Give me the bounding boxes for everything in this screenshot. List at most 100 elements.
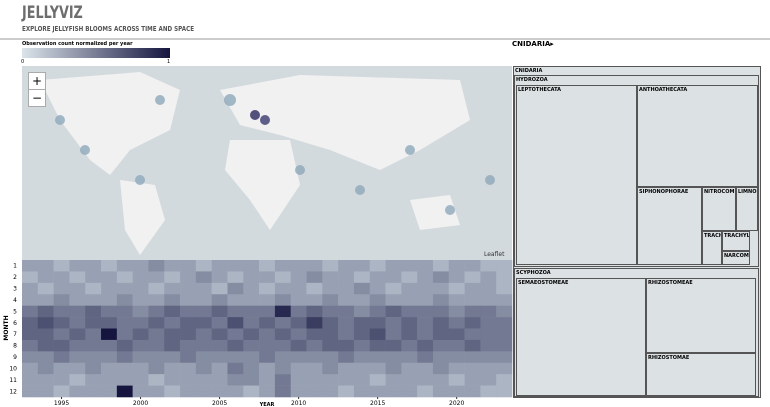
treemap-node[interactable]: ANTHOATHECATA (637, 85, 758, 187)
treemap-node[interactable]: RHIZOSTOMEAE (646, 278, 756, 353)
heatmap-cell (290, 282, 307, 295)
heatmap-cell (464, 374, 481, 386)
heatmap-cell (353, 328, 371, 341)
heatmap-cell (132, 362, 149, 375)
heatmap-cell (116, 328, 133, 341)
y-tick-label: 12 (9, 388, 17, 395)
heatmap-cell (227, 282, 244, 295)
heatmap-cell (464, 260, 481, 272)
heatmap-cell (353, 362, 371, 375)
heatmap-cell (101, 374, 118, 386)
heatmap-cell (401, 328, 418, 341)
heatmap-cell (37, 351, 54, 364)
heatmap-cell (101, 385, 118, 398)
zoom-in[interactable]: + (28, 72, 46, 90)
heatmap-cell (306, 385, 323, 398)
heatmap-cell (385, 328, 402, 341)
heatmap-cell (116, 271, 133, 284)
heatmap-cell (148, 317, 165, 329)
treemap-node[interactable]: RHIZOSTOMAE (646, 353, 756, 396)
heatmap-cell (116, 305, 133, 318)
treemap-node[interactable]: LIMNOMEDU (736, 187, 758, 231)
heatmap-cell (480, 294, 497, 306)
heatmap-cell (116, 351, 133, 364)
heatmap-cell (385, 351, 402, 364)
heatmap-cell (227, 271, 244, 284)
heatmap-cell (448, 374, 465, 386)
heatmap-cell (464, 362, 481, 375)
heatmap-cell (22, 271, 39, 284)
heatmap-cell (322, 271, 339, 284)
heatmap-cell (195, 339, 212, 352)
heatmap-cell (180, 328, 197, 341)
treemap-node[interactable]: LEPTOTHECATA (516, 85, 637, 265)
zoom-out[interactable]: − (28, 89, 46, 107)
heatmap-cell (448, 385, 465, 398)
heatmap-cell (496, 362, 513, 375)
heatmap-cell (37, 294, 54, 306)
heatmap-cell (385, 339, 402, 352)
heatmap-cell (195, 294, 212, 306)
heatmap-cell (401, 317, 418, 329)
tm-label: SEMAEOSTOMEAE (518, 280, 569, 286)
heatmap-cell (464, 294, 481, 306)
divider (0, 38, 770, 40)
y-tick-label: 5 (13, 308, 17, 315)
treemap-node[interactable]: SEMAEOSTOMEAE (516, 278, 646, 396)
heatmap-cell (432, 362, 450, 375)
heatmap-cell (274, 339, 292, 352)
heatmap-cell (369, 317, 386, 329)
heatmap-cell (432, 282, 450, 295)
treemap-node[interactable]: NITROCOMIDA (702, 187, 736, 231)
heatmap-cell (211, 328, 228, 341)
heatmap-cell (243, 385, 260, 398)
tm-label: ANTHOATHECATA (639, 87, 688, 93)
heatmap-cell (401, 351, 418, 364)
heatmap-cell (401, 294, 418, 306)
heatmap-cell (274, 385, 292, 398)
heatmap-cell (69, 282, 86, 295)
heatmap-cell (69, 339, 86, 352)
heatmap-cell (369, 328, 386, 341)
heatmap-cell (195, 305, 212, 318)
heatmap-cell (164, 271, 181, 284)
heatmap-cell (448, 339, 465, 352)
heatmap-cell (148, 260, 165, 272)
heatmap-cell (116, 339, 133, 352)
heatmap-cell (101, 339, 118, 352)
treemap-node[interactable]: NARCOMEDU (722, 251, 750, 265)
treemap-node[interactable]: SIPHONOPHORAE (637, 187, 702, 265)
heatmap-cell (448, 260, 465, 272)
treemap-node[interactable]: TRACHYLINA (722, 231, 750, 251)
heatmap-cell (227, 328, 244, 341)
map-attribution[interactable]: Leaflet (484, 251, 505, 258)
heatmap-cell (274, 362, 292, 375)
heatmap-cell (290, 317, 307, 329)
heatmap-cell (116, 385, 133, 398)
heatmap-cell (53, 385, 70, 398)
heatmap-cell (116, 282, 133, 295)
heatmap-cell (385, 260, 402, 272)
treemap-node[interactable]: TRACHY (702, 231, 722, 265)
heatmap-cell (480, 271, 497, 284)
heatmap-cell (259, 260, 276, 272)
heatmap-cell (417, 339, 434, 352)
heatmap-cell (385, 305, 402, 318)
heatmap-cell (417, 260, 434, 272)
heatmap-cell (69, 328, 86, 341)
breadcrumb[interactable]: CNIDARIA▸ (512, 40, 554, 48)
heatmap-cell (180, 317, 197, 329)
heatmap-cell (401, 374, 418, 386)
heatmap-cell (22, 294, 39, 306)
heatmap-cell (448, 317, 465, 329)
heatmap-cell (69, 271, 86, 284)
heatmap-cell (132, 385, 149, 398)
heatmap-cell (37, 260, 54, 272)
heatmap-cell (306, 339, 323, 352)
heatmap-cell (448, 282, 465, 295)
heatmap-cell (85, 317, 102, 329)
heatmap-cell (322, 351, 339, 364)
heatmap-cell (338, 317, 355, 329)
heatmap-cell (243, 305, 260, 318)
heatmap-cell (353, 351, 371, 364)
